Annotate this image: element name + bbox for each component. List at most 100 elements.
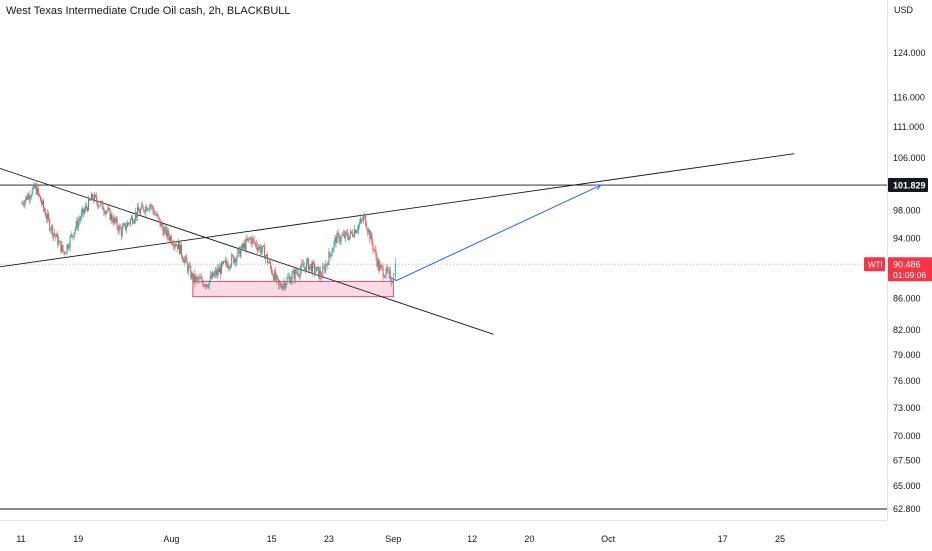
candle-body <box>22 202 24 205</box>
candle-body <box>350 231 352 233</box>
candle-body <box>64 253 66 255</box>
candle-body <box>47 213 49 219</box>
candle-body <box>375 249 377 257</box>
y-tick-label: 65.000 <box>893 481 921 491</box>
candle-body <box>108 207 110 209</box>
candle-body <box>36 188 38 195</box>
candle-body <box>226 260 228 265</box>
candle-body <box>123 223 125 225</box>
candle-body <box>227 264 229 268</box>
candle-body <box>344 231 346 238</box>
candle-body <box>198 277 200 280</box>
candle-body <box>238 247 240 250</box>
candle-body <box>189 266 191 268</box>
candle-body <box>74 228 76 233</box>
symbol-badge-text: WTI <box>868 261 883 270</box>
candle-body <box>298 275 300 277</box>
candle-body <box>205 284 207 287</box>
candle-body <box>345 231 347 234</box>
candle-body <box>269 261 271 263</box>
candle-body <box>100 202 102 206</box>
candle-body <box>234 258 236 263</box>
candle-body <box>128 223 130 225</box>
candle-body <box>154 214 156 215</box>
candle-body <box>219 267 221 274</box>
candle-body <box>380 265 382 267</box>
candle-body <box>170 236 172 244</box>
candle-body <box>56 234 58 237</box>
candle-body <box>369 229 371 240</box>
candle-body <box>302 264 304 268</box>
candle-body <box>224 261 226 263</box>
candle-body <box>161 223 163 228</box>
candle-body <box>293 270 295 280</box>
candle-body <box>378 260 380 271</box>
candle-body <box>270 261 272 267</box>
candle-body <box>83 210 85 214</box>
candle-body <box>188 266 190 272</box>
candle-body <box>294 269 296 280</box>
candle-body <box>68 247 70 249</box>
candle-body <box>140 209 142 214</box>
candle-body <box>309 264 311 266</box>
candle-body <box>35 184 37 195</box>
candle-body <box>296 272 298 274</box>
candle-body <box>264 255 266 259</box>
candle-body <box>388 269 390 271</box>
candle-body <box>119 225 121 229</box>
candle-body <box>63 251 65 254</box>
candle-body <box>192 273 194 283</box>
candle-body <box>80 212 82 219</box>
candle-body <box>272 272 274 275</box>
candle-body <box>151 205 153 207</box>
candle-body <box>322 267 324 279</box>
candle-body <box>310 264 312 273</box>
arrow-head <box>594 184 603 190</box>
candle-body <box>159 218 161 226</box>
x-tick-label: Oct <box>601 534 616 544</box>
candle-body <box>274 271 276 281</box>
candle-body <box>51 225 53 230</box>
candle-body <box>26 196 28 200</box>
candle-body <box>372 242 374 250</box>
last-price-badge <box>888 257 932 282</box>
candle-body <box>138 207 140 212</box>
candle-body <box>89 198 91 201</box>
candle-body <box>259 246 261 253</box>
candle-body <box>241 244 243 250</box>
candle-body <box>32 184 34 189</box>
candle-body <box>339 240 341 242</box>
candle-body <box>101 201 103 203</box>
time-axis[interactable] <box>0 520 887 551</box>
candle-body <box>62 245 64 252</box>
candle-body <box>116 218 118 228</box>
candle-body <box>96 196 98 202</box>
last-price-text: 90.486 <box>893 260 921 270</box>
candle-body <box>85 206 87 208</box>
candle-body <box>329 251 331 255</box>
candle-body <box>25 196 27 201</box>
candle-body <box>365 214 367 226</box>
candle-body <box>346 233 348 238</box>
x-tick-label: 11 <box>16 534 25 544</box>
candle-body <box>359 222 361 225</box>
candle-body <box>229 266 231 268</box>
candle-body <box>288 276 290 278</box>
candle-body <box>169 236 171 241</box>
candle-body <box>211 272 213 279</box>
candle-body <box>55 235 57 237</box>
candle-body <box>125 227 127 230</box>
candle-body <box>285 284 287 288</box>
candle-body <box>383 276 385 278</box>
candle-body <box>44 208 46 212</box>
candle-body <box>91 193 93 201</box>
candle-body <box>48 213 50 220</box>
candle-body <box>331 251 333 257</box>
candle-body <box>99 205 101 207</box>
price-axis[interactable] <box>887 0 932 520</box>
y-tick-label: 86.000 <box>893 293 921 303</box>
candle-body <box>318 266 320 278</box>
candle-body <box>249 237 251 240</box>
candle-body <box>190 266 192 279</box>
